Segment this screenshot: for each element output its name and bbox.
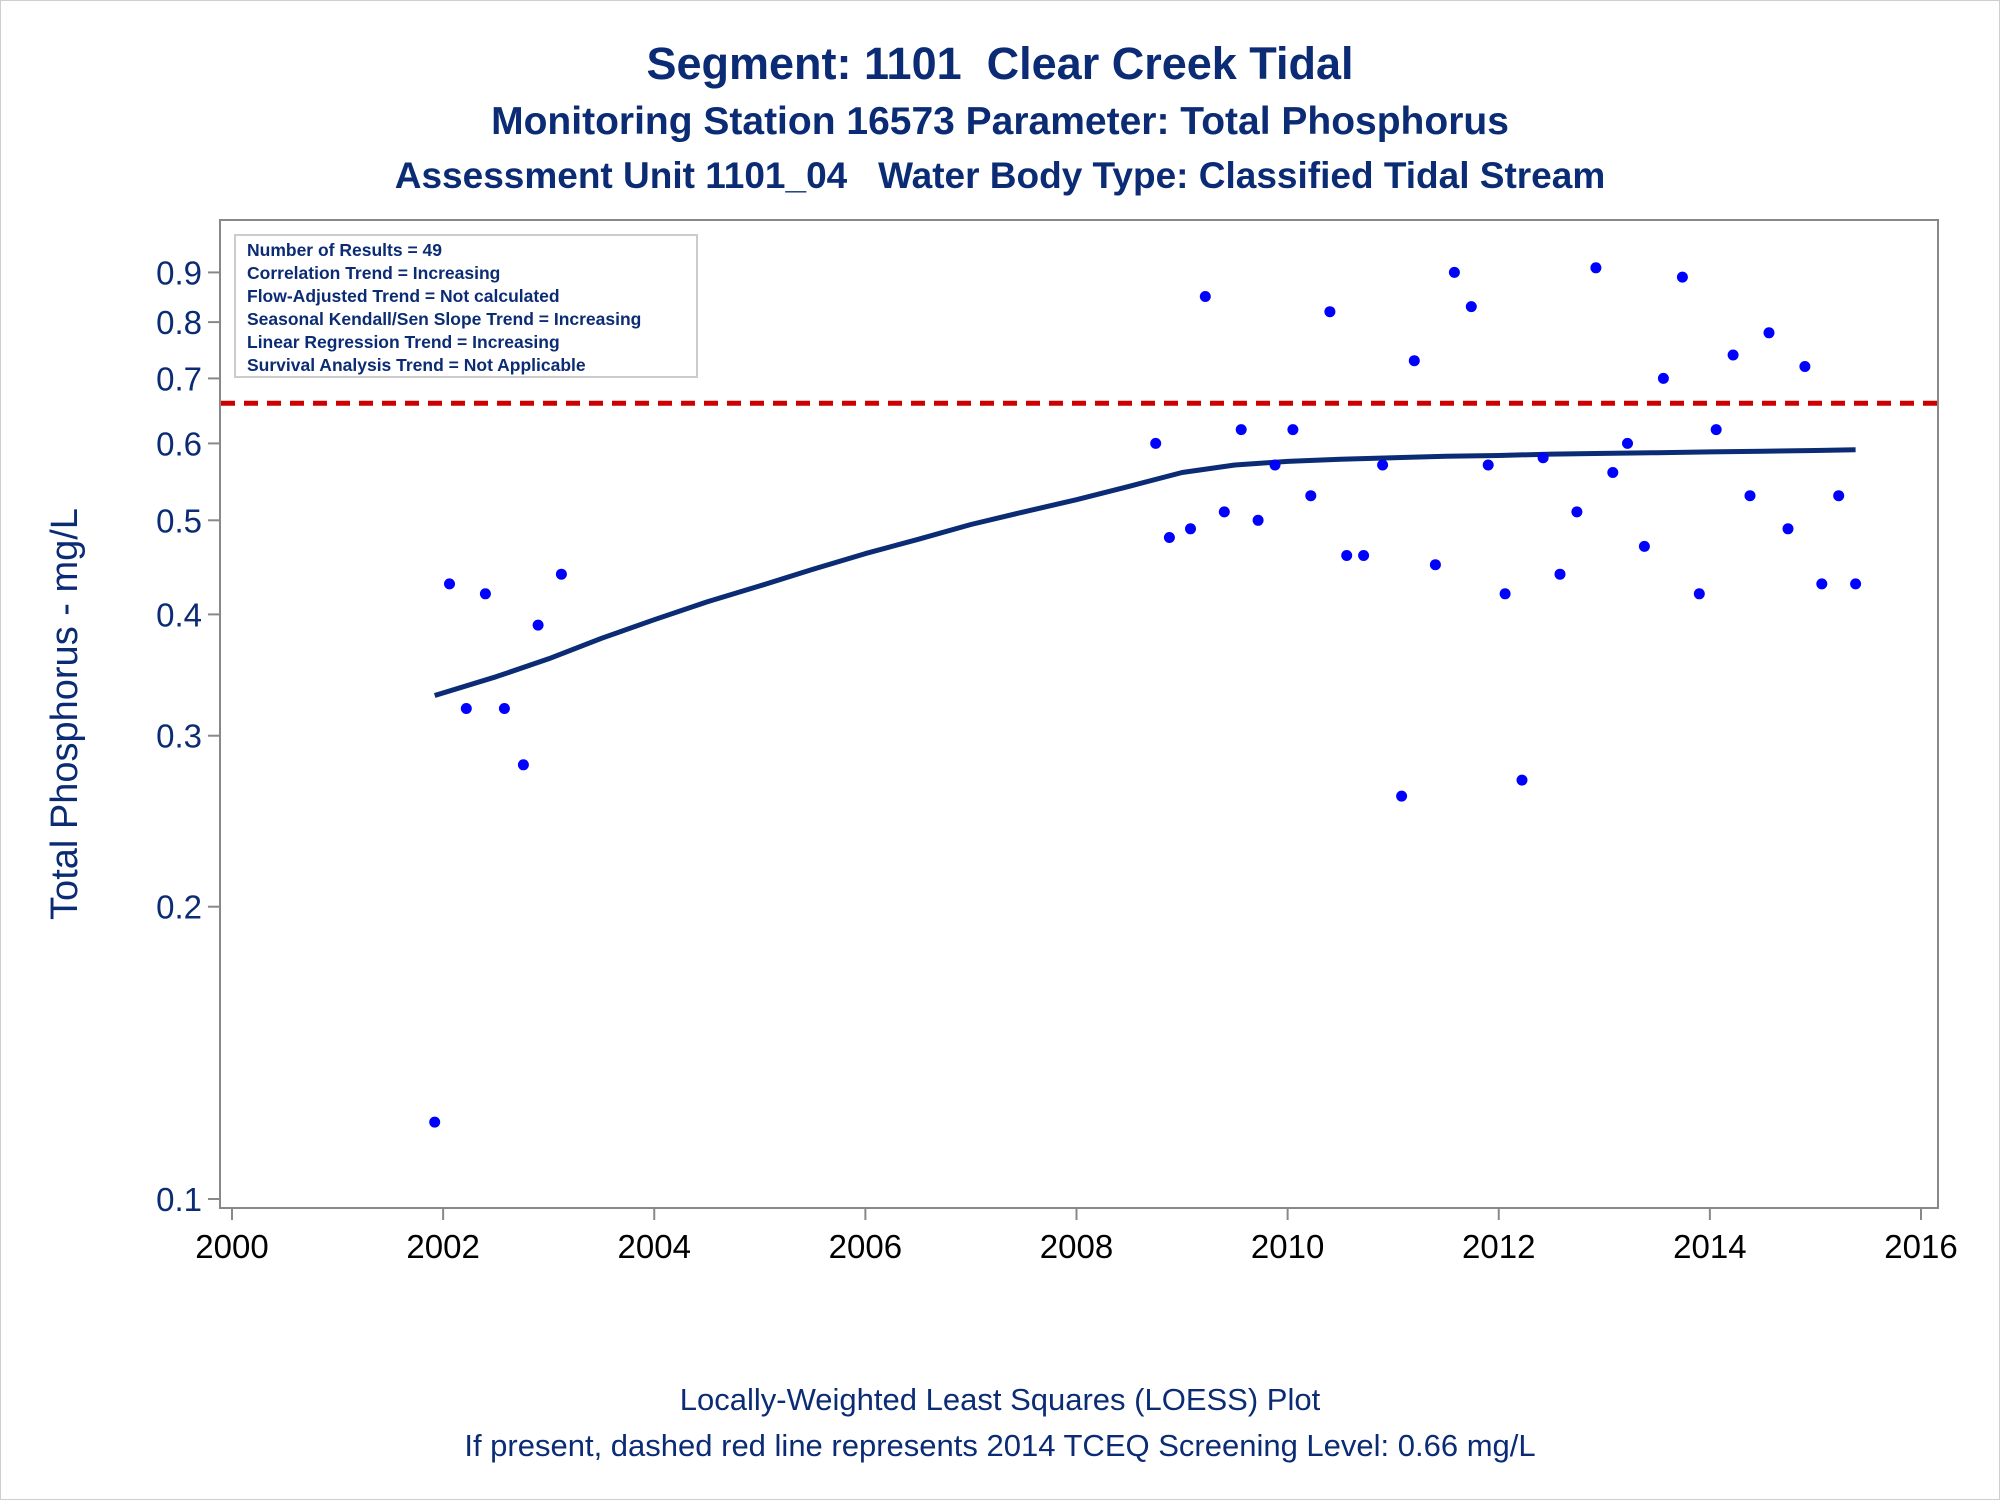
data-point — [517, 759, 529, 771]
chart-subtitle: Monitoring Station 16573 Parameter: Tota… — [491, 100, 1509, 143]
data-point — [1305, 490, 1317, 502]
data-point — [1163, 532, 1175, 543]
x-tick-label: 2010 — [1251, 1228, 1324, 1265]
data-point — [1833, 490, 1845, 502]
data-point — [1358, 550, 1370, 561]
y-tick-label: 0.9 — [156, 254, 202, 291]
data-point — [460, 703, 472, 714]
data-point — [1287, 424, 1299, 436]
stats-box: Number of Results = 49 Correlation Trend… — [234, 234, 698, 378]
stat-linear-regression-trend: Linear Regression Trend = Increasing — [247, 332, 560, 352]
data-point — [444, 578, 455, 590]
x-tick-label: 2000 — [195, 1228, 268, 1265]
data-point — [1408, 355, 1420, 367]
footnote-screening-level: If present, dashed red line represents 2… — [464, 1428, 1536, 1463]
stat-number-of-results: Number of Results = 49 — [247, 240, 442, 260]
data-point — [498, 703, 510, 714]
stat-survival-analysis-trend: Survival Analysis Trend = Not Applicable — [247, 355, 586, 375]
x-tick-label: 2008 — [1040, 1228, 1113, 1265]
data-point — [1199, 291, 1211, 302]
y-tick-label: 0.5 — [156, 502, 202, 539]
data-point — [1782, 523, 1794, 535]
plot-area — [219, 219, 1939, 1209]
series-layer — [221, 262, 1937, 1128]
x-tick-label: 2014 — [1673, 1228, 1746, 1265]
data-point — [1482, 459, 1494, 471]
data-point — [1324, 306, 1336, 318]
data-point — [1499, 588, 1511, 600]
data-point — [1763, 327, 1775, 339]
data-point — [1638, 540, 1650, 552]
data-point — [1150, 437, 1162, 449]
data-point — [1710, 424, 1722, 436]
data-point — [1341, 550, 1353, 561]
data-point — [1465, 301, 1477, 313]
chart-subtitle-2: Assessment Unit 1101_04 Water Body Type:… — [394, 155, 1606, 196]
y-tick-label: 0.8 — [156, 304, 202, 341]
data-point — [1607, 467, 1619, 478]
stat-correlation-trend: Correlation Trend = Increasing — [247, 263, 500, 283]
data-point — [1850, 578, 1862, 590]
stats-box-border — [234, 234, 698, 378]
data-point — [1744, 490, 1756, 502]
y-tick-label: 0.6 — [156, 425, 202, 462]
data-point — [1799, 361, 1811, 372]
y-axis: 0.1 0.2 0.3 0.4 0.5 0.6 0.7 0.8 0.9 — [156, 254, 220, 1218]
x-tick-label: 2002 — [406, 1228, 479, 1265]
y-tick-label: 0.7 — [156, 360, 202, 397]
data-point — [1554, 568, 1566, 580]
stat-flow-adjusted-trend: Flow-Adjusted Trend = Not calculated — [247, 286, 560, 306]
x-tick-label: 2004 — [618, 1228, 691, 1265]
data-point — [1448, 266, 1460, 278]
data-point — [1590, 262, 1602, 274]
data-point — [1727, 349, 1739, 361]
data-point — [1571, 506, 1583, 518]
y-tick-label: 0.3 — [156, 718, 202, 755]
data-point — [1816, 578, 1828, 590]
x-tick-label: 2016 — [1884, 1228, 1957, 1265]
data-point — [1693, 588, 1705, 600]
y-tick-label: 0.2 — [156, 889, 202, 926]
data-point — [555, 568, 567, 580]
data-point — [532, 619, 544, 631]
data-point — [1676, 271, 1688, 283]
y-tick-label: 0.1 — [156, 1181, 202, 1218]
data-point — [479, 588, 491, 600]
data-point — [1235, 424, 1247, 436]
data-point — [1537, 452, 1549, 464]
data-point — [1657, 372, 1669, 384]
data-point — [1429, 559, 1441, 571]
stat-seasonal-kendall-trend: Seasonal Kendall/Sen Slope Trend = Incre… — [247, 309, 641, 329]
y-tick-label: 0.4 — [156, 596, 202, 633]
footnote-loess: Locally-Weighted Least Squares (LOESS) P… — [679, 1382, 1321, 1417]
data-point — [1622, 437, 1633, 449]
y-axis-label: Total Phosphorus - mg/L — [44, 508, 86, 920]
data-point — [1377, 459, 1389, 471]
x-axis: 2000 2002 2004 2006 2008 2010 2012 2014 2016 — [195, 1208, 1958, 1265]
data-point — [1269, 459, 1281, 471]
data-point — [429, 1116, 441, 1128]
x-tick-label: 2012 — [1462, 1228, 1535, 1265]
loess-line — [433, 447, 1856, 698]
data-point — [1252, 514, 1264, 526]
data-point — [1396, 790, 1408, 802]
data-point — [1516, 774, 1528, 786]
data-point — [1218, 506, 1230, 518]
data-point — [1185, 523, 1196, 535]
chart-title: Segment: 1101 Clear Creek Tidal — [646, 38, 1354, 89]
x-tick-label: 2006 — [829, 1228, 902, 1265]
